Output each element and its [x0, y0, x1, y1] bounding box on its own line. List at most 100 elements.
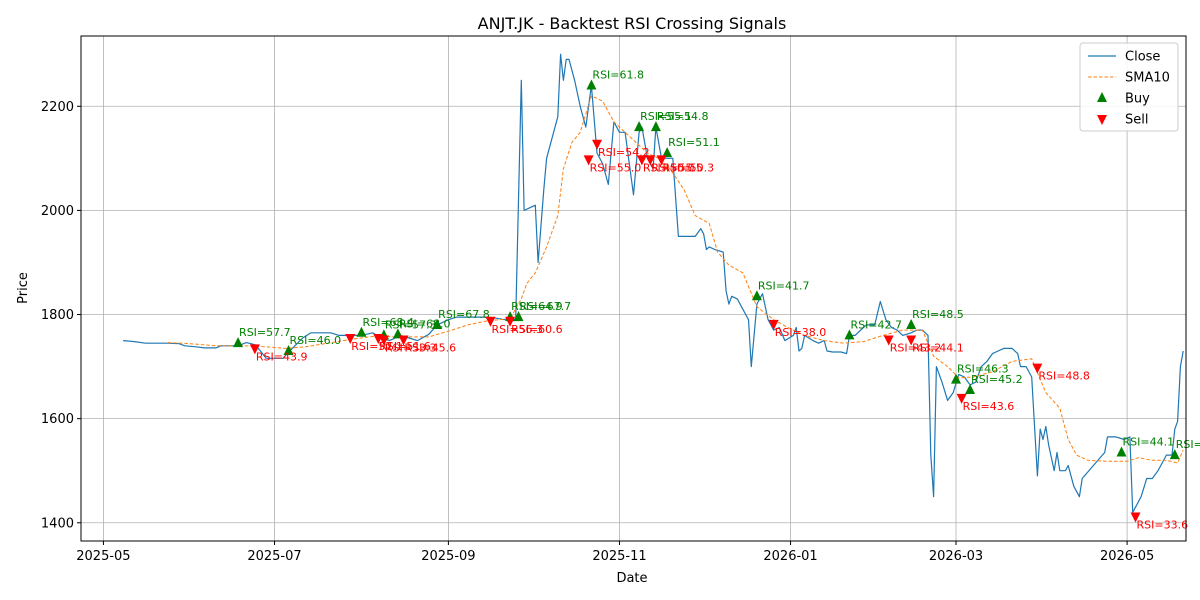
- x-tick-label: 2025-07: [247, 549, 301, 564]
- buy-annotation: RSI=67.7: [520, 300, 572, 313]
- y-axis-label: Price: [16, 272, 31, 304]
- sell-marker: [1130, 512, 1141, 523]
- sell-marker: [505, 316, 516, 327]
- sell-marker: [656, 155, 667, 166]
- sell-marker: [636, 155, 647, 166]
- y-tick-label: 1800: [41, 308, 74, 323]
- x-tick-label: 2026-01: [763, 549, 817, 564]
- buy-annotation: RSI=67.8: [438, 308, 490, 321]
- y-tick-label: 1600: [41, 412, 74, 427]
- buy-annotation: RSI=45.2: [971, 373, 1023, 386]
- sell-annotation: RSI=56.3: [491, 323, 543, 336]
- series-line-close: [123, 53, 1184, 514]
- x-tick-label: 2026-03: [929, 549, 983, 564]
- sell-annotation: RSI=44.1: [912, 342, 964, 355]
- legend-label: Close: [1125, 50, 1160, 65]
- sell-annotation: RSI=55.5: [651, 161, 703, 174]
- buy-marker: [586, 79, 597, 90]
- sell-annotation: RSI=60.6: [511, 323, 563, 336]
- legend-swatch-sell: [1097, 115, 1107, 125]
- buy-marker: [650, 121, 661, 132]
- sell-annotation: RSI=50.3: [663, 161, 715, 174]
- buy-marker: [751, 290, 762, 301]
- axes: 2025-05 2025-07 2025-09 2025-11 2026-01 2026-…: [41, 100, 1154, 564]
- buy-marker: [906, 318, 917, 329]
- y-tick-label: 2200: [41, 100, 74, 115]
- signal-markers: RSI=57.7RSI=46.0RSI=68.4RSI=57.3RSI=68.0…: [233, 68, 1200, 532]
- sell-annotation: RSI=54.2: [598, 146, 650, 159]
- sell-annotation: RSI=55.0: [590, 161, 642, 174]
- sell-annotation: RSI=33.6: [1137, 519, 1189, 532]
- sell-annotation: RSI=51.6: [379, 340, 431, 353]
- chart-title: ANJT.JK - Backtest RSI Crossing Signals: [478, 14, 787, 33]
- x-tick-label: 2025-11: [592, 549, 646, 564]
- legend-label: Buy: [1125, 92, 1150, 107]
- buy-marker: [662, 147, 673, 158]
- sell-marker: [583, 155, 594, 166]
- sell-annotation: RSI=53.3: [385, 342, 437, 355]
- buy-marker: [233, 337, 244, 348]
- x-tick-label: 2025-05: [76, 549, 130, 564]
- buy-marker: [844, 329, 855, 340]
- sell-marker: [345, 333, 356, 344]
- buy-annotation: RSI=61.8: [592, 68, 644, 81]
- y-tick-label: 2000: [41, 204, 74, 219]
- buy-annotation: RSI=46.3: [957, 363, 1009, 376]
- sell-annotation: RSI=45.6: [405, 342, 457, 355]
- buy-marker: [1169, 449, 1180, 460]
- sell-marker: [1032, 363, 1043, 374]
- legend-label: Sell: [1125, 113, 1148, 128]
- sell-marker: [378, 335, 389, 346]
- sell-marker: [485, 316, 496, 327]
- buy-marker: [965, 384, 976, 395]
- buy-annotation: RSI=54.8: [657, 110, 709, 123]
- legend-label: SMA10: [1125, 71, 1170, 86]
- buy-marker: [513, 311, 524, 322]
- sell-marker: [592, 139, 603, 150]
- plot-area: [123, 53, 1184, 514]
- x-axis-label: Date: [616, 571, 647, 586]
- grid: [81, 36, 1186, 541]
- sell-annotation: RSI=43.9: [256, 350, 308, 363]
- buy-annotation: RSI=41.7: [758, 279, 810, 292]
- buy-annotation: RSI=68.4: [362, 316, 414, 329]
- sell-marker: [956, 393, 967, 404]
- sell-annotation: RSI=38.0: [775, 326, 827, 339]
- series-line-sma10: [167, 95, 1184, 464]
- sell-marker: [645, 155, 656, 166]
- x-tick-label: 2026-05: [1100, 549, 1154, 564]
- buy-annotation: RSI=48.5: [912, 308, 964, 321]
- buy-marker: [951, 373, 962, 384]
- buy-marker: [356, 326, 367, 337]
- buy-marker: [634, 121, 645, 132]
- buy-annotation: RSI=46.0: [290, 334, 342, 347]
- buy-annotation: RSI=57.7: [239, 326, 291, 339]
- y-tick-label: 1400: [41, 516, 74, 531]
- buy-annotation: RSI=57.3: [385, 318, 437, 331]
- sell-marker: [398, 335, 409, 346]
- legend: Close SMA10 Buy Sell: [1079, 42, 1179, 132]
- sell-annotation: RSI=50.0: [643, 161, 695, 174]
- buy-marker: [432, 318, 443, 329]
- buy-marker: [1116, 446, 1127, 457]
- buy-marker: [283, 344, 294, 355]
- sell-marker: [906, 335, 917, 346]
- sell-annotation: RSI=43.6: [963, 400, 1015, 413]
- x-tick-label: 2025-09: [421, 549, 475, 564]
- buy-annotation: RSI=55.1: [640, 110, 692, 123]
- buy-annotation: RSI=42.7: [850, 318, 902, 331]
- sell-annotation: RSI=57.1: [351, 340, 403, 353]
- legend-swatch-buy: [1097, 92, 1107, 102]
- sell-marker: [883, 335, 894, 346]
- sell-marker: [249, 344, 260, 355]
- buy-annotation: RSI=51.1: [668, 136, 720, 149]
- buy-annotation: RSI=44.1: [1122, 435, 1174, 448]
- plot-frame: [80, 35, 1187, 542]
- sell-annotation: RSI=48.8: [1038, 370, 1090, 383]
- sell-marker: [768, 319, 779, 330]
- legend-box: [1079, 42, 1179, 132]
- sell-annotation: RSI=43.2: [890, 342, 942, 355]
- buy-annotation: RSI=47.7: [1176, 438, 1200, 451]
